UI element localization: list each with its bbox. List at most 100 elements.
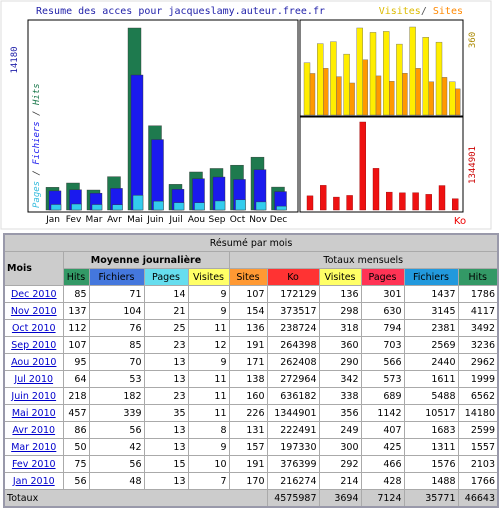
cell: 71	[88, 285, 145, 303]
cell: 338	[318, 387, 362, 405]
cell: 138	[228, 370, 268, 388]
month-link[interactable]: Mai 2010	[3, 404, 64, 422]
cell: 360	[318, 336, 362, 354]
cell: 154	[228, 302, 268, 320]
x-tick-label: Aou	[188, 215, 205, 225]
month-link[interactable]: Oct 2010	[3, 319, 64, 337]
visits-bar	[317, 43, 324, 116]
cell: 1786	[457, 285, 499, 303]
ko-bar	[386, 191, 393, 211]
month-link[interactable]: Jul 2010	[3, 370, 64, 388]
cell: 171	[228, 353, 268, 371]
monthly-table: Résumé par mois Mois Moyenne journalière…	[3, 233, 500, 508]
x-tick-label: Juil	[168, 215, 182, 225]
cell: 191	[228, 455, 268, 473]
cell: 264398	[266, 336, 320, 354]
month-link[interactable]: Jan 2010	[3, 472, 64, 490]
cell: 112	[62, 319, 90, 337]
x-tick-label: Nov	[249, 215, 267, 225]
cell: 1611	[403, 370, 459, 388]
pages-bar	[194, 202, 205, 211]
ko-label: Ko	[454, 216, 466, 227]
cell: 249	[318, 421, 362, 439]
visits-bar	[422, 37, 429, 116]
cell: 2440	[403, 353, 459, 371]
table-row: Sep 2010 107 85 23 12 191 264398 360 703 2569 3236	[3, 336, 499, 354]
table-row: Juin 2010 218 182 23 11 160 636182 338 689 5488 65…	[3, 387, 499, 405]
cell: 172129	[266, 285, 320, 303]
month-link[interactable]: Avr 2010	[3, 421, 64, 439]
cell: 7	[187, 472, 230, 490]
month-link[interactable]: Nov 2010	[3, 302, 64, 320]
total-cell: 3694	[318, 489, 362, 508]
month-link[interactable]: Sep 2010	[3, 336, 64, 354]
cell: 1766	[457, 472, 499, 490]
cell: 573	[360, 370, 405, 388]
table-row: Fev 2010 75 56 15 10 191 376399 292 466 1576 2103	[3, 455, 499, 473]
cell: 272964	[266, 370, 320, 388]
cell: 182	[88, 387, 145, 405]
cell: 342	[318, 370, 362, 388]
cell: 226	[228, 404, 268, 422]
cell: 9	[187, 302, 230, 320]
column-header: Fichiers	[403, 268, 459, 286]
cell: 703	[360, 336, 405, 354]
cell: 9	[187, 353, 230, 371]
ko-bar	[333, 196, 340, 211]
cell: 290	[318, 353, 362, 371]
month-link[interactable]: Aou 2010	[3, 353, 64, 371]
ko-panel	[299, 116, 464, 213]
cell: 23	[143, 387, 189, 405]
y-label-files: Fichiers	[32, 121, 42, 164]
table-row: Mai 2010 457 339 35 11 226 1344901 356 1142 10517…	[3, 404, 499, 422]
cell: 197330	[266, 438, 320, 456]
pages-bar	[255, 201, 267, 211]
cell: 1142	[360, 404, 405, 422]
cell: 137	[62, 302, 90, 320]
pages-bar	[50, 204, 62, 211]
cell: 104	[88, 302, 145, 320]
column-header: Pages	[143, 268, 189, 286]
total-cell: 4575987	[266, 489, 320, 508]
ko-bar	[425, 194, 432, 211]
legend: Visites/ Sites	[379, 6, 463, 17]
cell: 5488	[403, 387, 459, 405]
cell: 11	[187, 319, 230, 337]
table-title: Résumé par mois	[3, 233, 499, 252]
month-link[interactable]: Dec 2010	[3, 285, 64, 303]
cell: 1437	[403, 285, 459, 303]
column-header: Sites	[228, 268, 268, 286]
column-header: Fichiers	[88, 268, 145, 286]
column-header: Pages	[360, 268, 405, 286]
table-row: Nov 2010 137 104 21 9 154 373517 298 630 3145 4117	[3, 302, 499, 320]
cell: 8	[187, 421, 230, 439]
month-link[interactable]: Fev 2010	[3, 455, 64, 473]
cell: 85	[88, 336, 145, 354]
month-link[interactable]: Mar 2010	[3, 438, 64, 456]
cell: 292	[318, 455, 362, 473]
cell: 1999	[457, 370, 499, 388]
x-tick-label: Jan	[45, 215, 60, 225]
hits-max-label: 14180	[10, 46, 20, 73]
cell: 262408	[266, 353, 320, 371]
sites-bar	[309, 73, 316, 116]
legend-sep: /	[421, 6, 433, 17]
cell: 86	[62, 421, 90, 439]
table-row: Jul 2010 64 53 13 11 138 272964 342 573 1611 1999	[3, 370, 499, 388]
cell: 64	[62, 370, 90, 388]
month-link[interactable]: Juin 2010	[3, 387, 64, 405]
y-axis-label: Pages / Fichiers / Hits	[32, 83, 42, 208]
y-label-sep: /	[32, 105, 42, 121]
table-row: Jan 2010 56 48 13 7 170 216274 214 428 1488 1766	[3, 472, 499, 490]
x-tick-label: Avr	[107, 215, 122, 225]
cell: 425	[360, 438, 405, 456]
pages-bar	[91, 204, 103, 211]
cell: 170	[228, 472, 268, 490]
cell: 566	[360, 353, 405, 371]
cell: 50	[62, 438, 90, 456]
cell: 10	[187, 455, 230, 473]
y-label-sep: /	[32, 165, 42, 181]
cell: 9	[187, 438, 230, 456]
visits-bar	[435, 41, 443, 116]
pages-bar	[153, 200, 164, 211]
